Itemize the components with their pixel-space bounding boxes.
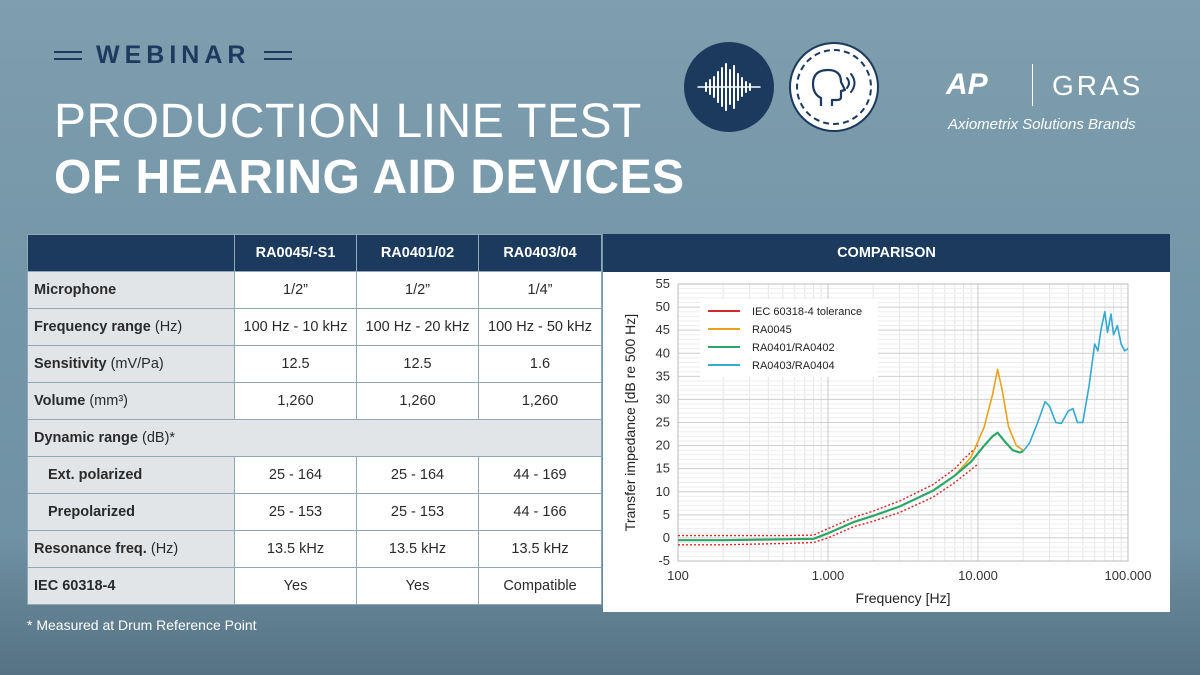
table-cell: Yes [356, 567, 479, 605]
footnote: * Measured at Drum Reference Point [27, 617, 257, 633]
table-row: Sensitivity (mV/Pa) 12.5 12.5 1.6 [27, 345, 602, 383]
table-cell: Yes [234, 567, 357, 605]
ap-logo: AP [946, 68, 988, 101]
y-tick-label: 25 [656, 415, 670, 430]
table-cell: 12.5 [234, 345, 357, 383]
table-cell: 1/4” [478, 271, 602, 309]
y-tick-label: 30 [656, 391, 670, 406]
plot-frame [677, 283, 1129, 562]
table-cell: 44 - 169 [478, 456, 602, 494]
table-cell: 1/2” [356, 271, 479, 309]
gras-logo: GRAS [1052, 70, 1144, 101]
table-cell: 12.5 [356, 345, 479, 383]
table-cell: 25 - 153 [356, 493, 479, 531]
double-dash-icon [264, 50, 293, 60]
sound-wave-icon [684, 42, 774, 132]
table-row: IEC 60318-4 Yes Yes Compatible [27, 567, 602, 605]
y-tick-label: 20 [656, 438, 670, 453]
table-cell: 1.6 [478, 345, 602, 383]
spec-table: RA0045/-S1 RA0401/02 RA0403/04 Microphon… [27, 234, 602, 605]
section-label: Dynamic range (dB)* [27, 419, 602, 457]
table-cell: 13.5 kHz [356, 530, 479, 568]
legend-entry: RA0401/RA0402 [752, 342, 835, 354]
row-label: Sensitivity (mV/Pa) [27, 345, 235, 383]
row-label: Microphone [27, 271, 235, 309]
table-cell: 100 Hz - 20 kHz [356, 308, 479, 346]
row-label: Ext. polarized [27, 456, 235, 494]
y-axis-label: Transfer impedance [dB re 500 Hz] [622, 314, 638, 531]
page-title-line1: PRODUCTION LINE TEST [54, 95, 642, 148]
y-tick-label: 10 [656, 484, 670, 499]
table-cell: 13.5 kHz [478, 530, 602, 568]
row-label: Resonance freq. (Hz) [27, 530, 235, 568]
table-cell: 13.5 kHz [234, 530, 357, 568]
table-cell: 44 - 166 [478, 493, 602, 531]
y-tick-label: 50 [656, 299, 670, 314]
chart-svg: -5 0 5 10 15 20 25 30 35 40 45 50 55 100 1.000 10.000 10… [622, 276, 1152, 606]
table-row: Volume (mm³) 1,260 1,260 1,260 [27, 382, 602, 420]
logo-tagline: Axiometrix Solutions Brands [948, 116, 1136, 133]
series-line-ra0403 [1022, 310, 1129, 452]
x-axis-label: Frequency [Hz] [856, 590, 951, 606]
legend-entry: RA0045 [752, 324, 792, 336]
row-label: Prepolarized [27, 493, 235, 531]
brand-logo: AP GRAS Axiometrix Solutions Brands [946, 58, 1166, 138]
column-header: RA0045/-S1 [234, 234, 357, 272]
page-title-line2: OF HEARING AID DEVICES [54, 151, 685, 204]
row-label: Frequency range (Hz) [27, 308, 235, 346]
legend-entry: RA0403/RA0404 [752, 360, 835, 372]
y-tick-label: 0 [663, 530, 670, 545]
y-tick-label: 55 [656, 276, 670, 291]
table-row-section: Dynamic range (dB)* [27, 419, 602, 457]
table-cell: 100 Hz - 50 kHz [478, 308, 602, 346]
table-row: Ext. polarized 25 - 164 25 - 164 44 - 16… [27, 456, 602, 494]
table-cell: 1,260 [234, 382, 357, 420]
comparison-chart: -5 0 5 10 15 20 25 30 35 40 45 50 55 100 1.000 10.000 10… [603, 272, 1170, 612]
double-dash-icon [54, 50, 82, 60]
webinar-text: WEBINAR [96, 40, 251, 69]
legend-entry: IEC 60318-4 tolerance [752, 306, 862, 318]
table-row: Microphone 1/2” 1/2” 1/4” [27, 271, 602, 309]
logo-divider [1032, 64, 1033, 106]
y-tick-label: 40 [656, 345, 670, 360]
x-tick-label: 1.000 [812, 568, 845, 583]
table-cell: 1,260 [356, 382, 479, 420]
webinar-label: WEBINAR [54, 40, 293, 70]
table-cell: 1,260 [478, 382, 602, 420]
table-cell: Compatible [478, 567, 602, 605]
table-header-row: RA0045/-S1 RA0401/02 RA0403/04 [27, 234, 602, 272]
table-row: Prepolarized 25 - 153 25 - 153 44 - 166 [27, 493, 602, 531]
table-cell: 25 - 153 [234, 493, 357, 531]
y-tick-label: 15 [656, 461, 670, 476]
row-label: IEC 60318-4 [27, 567, 235, 605]
comparison-heading: COMPARISON [603, 234, 1170, 272]
table-row: Frequency range (Hz) 100 Hz - 10 kHz 100… [27, 308, 602, 346]
y-tick-label: -5 [658, 553, 670, 568]
y-tick-label: 5 [663, 507, 670, 522]
table-cell: 25 - 164 [356, 456, 479, 494]
series-line-tolerance-lower [678, 463, 979, 546]
series-line-ra0401 [678, 431, 1024, 542]
header-blank-cell [27, 234, 235, 272]
x-tick-label: 100.000 [1105, 568, 1152, 583]
table-row: Resonance freq. (Hz) 13.5 kHz 13.5 kHz 1… [27, 530, 602, 568]
row-label: Volume (mm³) [27, 382, 235, 420]
x-tick-label: 100 [667, 568, 689, 583]
table-cell: 1/2” [234, 271, 357, 309]
y-tick-label: 45 [656, 322, 670, 337]
x-tick-label: 10.000 [958, 568, 998, 583]
table-cell: 25 - 164 [234, 456, 357, 494]
table-cell: 100 Hz - 10 kHz [234, 308, 357, 346]
y-tick-label: 35 [656, 368, 670, 383]
column-header: RA0403/04 [478, 234, 602, 272]
listening-head-icon [789, 42, 879, 132]
column-header: RA0401/02 [356, 234, 479, 272]
